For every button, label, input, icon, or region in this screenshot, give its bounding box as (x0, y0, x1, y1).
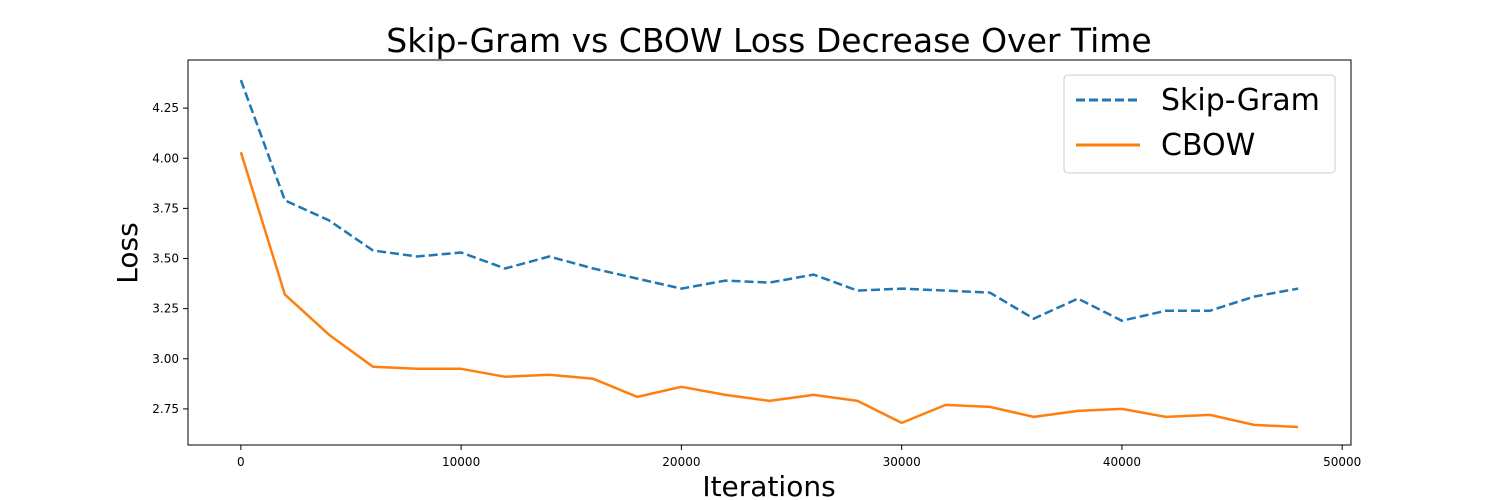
x-tick-label: 30000 (883, 455, 921, 469)
y-tick-label: 3.50 (152, 252, 179, 266)
series-line-cbow (239, 151, 1299, 429)
y-tick-label: 4.25 (152, 101, 179, 115)
series-line-skip-gram (239, 79, 1299, 322)
x-tick-label: 0 (237, 455, 245, 469)
x-axis-ticks: 0 10000 20000 30000 40000 50000 (237, 445, 1361, 469)
x-tick-label: 40000 (1103, 455, 1141, 469)
y-tick-label: 2.75 (152, 402, 179, 416)
chart-title: Skip-Gram vs CBOW Loss Decrease Over Tim… (386, 21, 1151, 60)
x-axis-title: Iterations (702, 470, 835, 500)
legend: Skip-Gram CBOW (1063, 74, 1336, 174)
y-axis-ticks: 2.75 3.00 3.25 3.50 3.75 4.00 4.25 (152, 101, 188, 416)
y-axis-title: Loss (111, 222, 144, 283)
y-tick-label: 3.00 (152, 352, 179, 366)
y-tick-label: 3.25 (152, 302, 179, 316)
plot-frame (187, 59, 1352, 446)
y-tick-label: 3.75 (152, 201, 179, 215)
series-lines (239, 79, 1299, 429)
x-tick-label: 20000 (662, 455, 700, 469)
y-tick-label: 4.00 (152, 151, 179, 165)
legend-label-cbow: CBOW (1161, 128, 1255, 163)
x-tick-label: 50000 (1323, 455, 1361, 469)
x-tick-label: 10000 (442, 455, 480, 469)
legend-label-skip-gram: Skip-Gram (1161, 83, 1320, 118)
plot-area (187, 59, 1352, 446)
